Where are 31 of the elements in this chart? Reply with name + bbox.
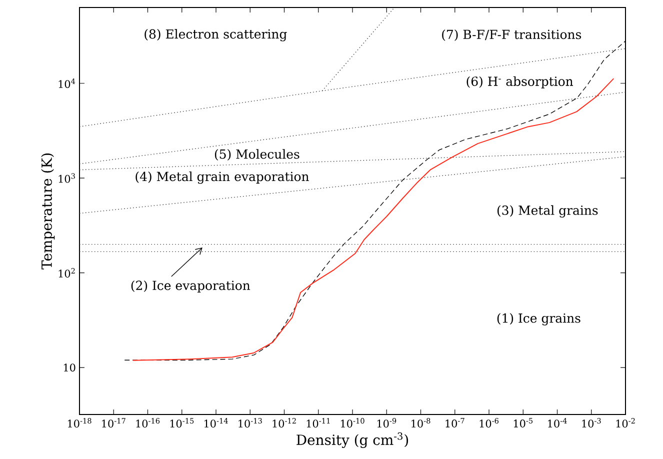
annotation: (7) B-F/F-F transitions	[442, 29, 582, 41]
annotation: (4) Metal grain evaporation	[136, 172, 309, 184]
x-tick-label: 10$^{-9}$	[377, 418, 396, 428]
x-tick-label: 10$^{-15}$	[170, 418, 194, 428]
annotation: (3) Metal grains	[497, 205, 598, 218]
x-tick-label: 10$^{-11}$	[306, 418, 330, 428]
x-tick-label: 10$^{-2}$	[616, 418, 635, 428]
x-tick-label: 10$^{-7}$	[446, 418, 464, 428]
y-axis-title: Temperature (K)	[41, 154, 55, 270]
y-tick-label: 10$^{3}$	[58, 173, 75, 183]
x-tick-label: 10$^{-13}$	[238, 418, 262, 428]
x-tick-label: 10$^{-3}$	[582, 418, 601, 428]
annotation: (8) Electron scattering	[144, 29, 287, 42]
x-tick-label: 10$^{-18}$	[68, 418, 92, 428]
x-tick-label: 10$^{-12}$	[272, 418, 296, 428]
x-axis-title: Density (g cm$^{-3}$)	[296, 432, 408, 448]
x-tick-label: 10$^{-14}$	[204, 418, 228, 428]
x-tick-label: 10$^{-4}$	[548, 418, 567, 428]
y-tick-label: 10	[64, 364, 76, 372]
x-tick-label: 10$^{-8}$	[412, 418, 430, 428]
x-tick-label: 10$^{-5}$	[514, 418, 533, 428]
annotation: (2) Ice evaporation	[131, 280, 250, 293]
x-tick-label: 10$^{-17}$	[102, 418, 126, 428]
x-tick-label: 10$^{-16}$	[136, 418, 160, 428]
annotation: (6) H$^{-}$ absorption	[466, 76, 574, 88]
annotation: (1) Ice grains	[497, 313, 580, 326]
y-tick-label: 10$^{2}$	[58, 268, 75, 278]
x-tick-label: 10$^{-6}$	[480, 418, 499, 428]
annotation: (5) Molecules	[214, 149, 300, 161]
y-tick-label: 10$^{4}$	[58, 78, 76, 88]
x-tick-label: 10$^{-10}$	[340, 418, 364, 428]
